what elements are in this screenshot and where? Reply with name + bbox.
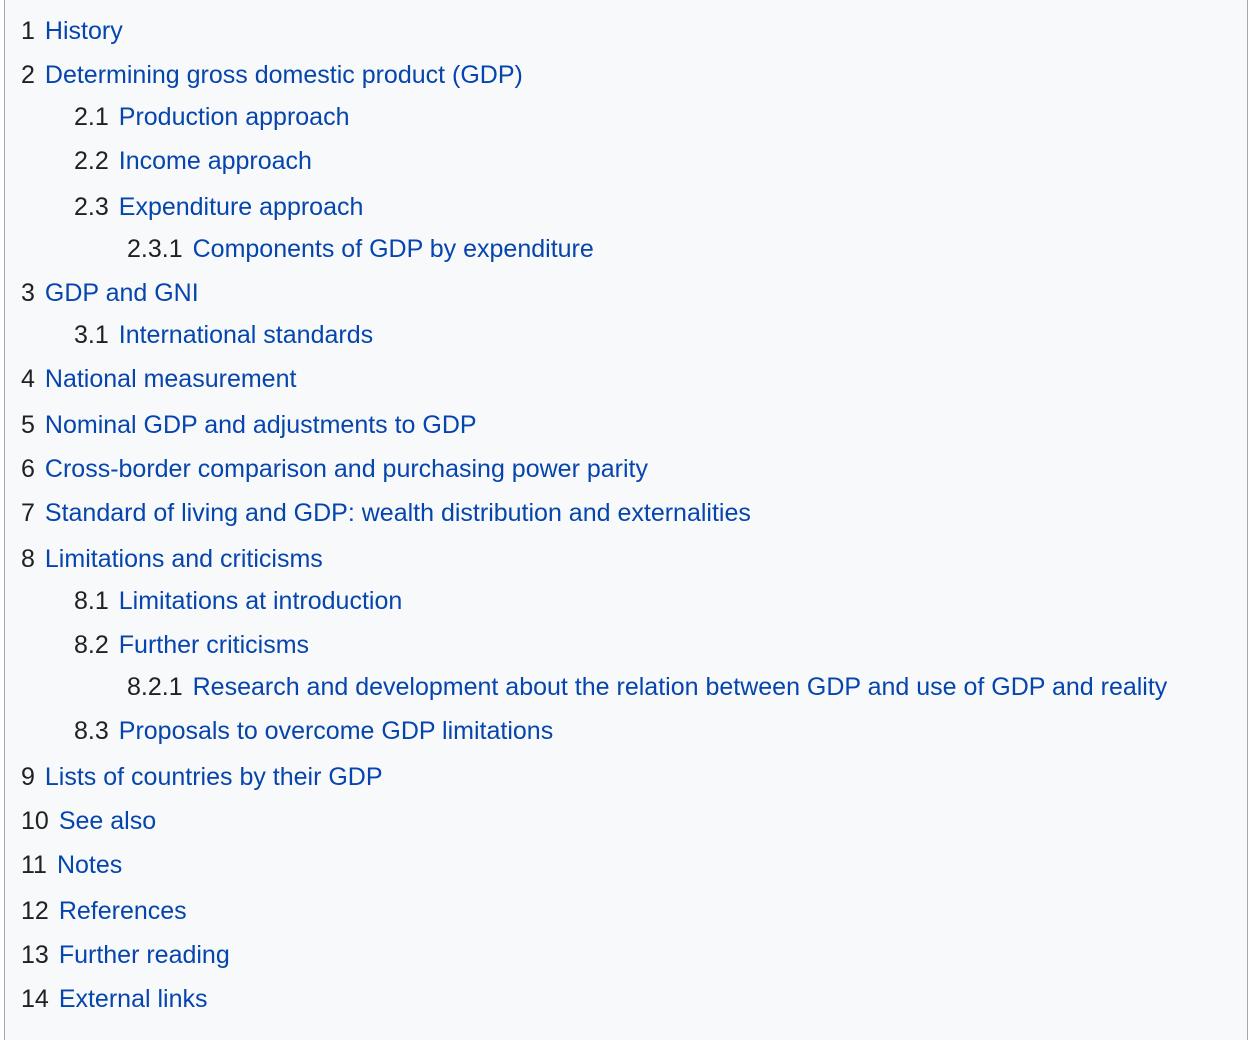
toc-number: 13	[21, 941, 49, 969]
toc-item-determining-gdp[interactable]: 2 Determining gross domestic product (GDP…	[21, 60, 523, 90]
toc-number: 8.1	[74, 587, 109, 615]
toc-number: 11	[21, 851, 47, 879]
toc-item-notes[interactable]: 11 Notes	[21, 850, 122, 880]
toc-link[interactable]: Determining gross domestic product (GDP)	[44, 61, 523, 89]
toc-link[interactable]: Nominal GDP and adjustments to GDP	[44, 411, 477, 439]
toc-link[interactable]: Lists of countries by their GDP	[44, 763, 383, 791]
toc-link[interactable]: Research and development about the relat…	[192, 673, 1168, 701]
toc-item-international-standards[interactable]: 3.1 International standards	[74, 320, 373, 350]
toc-link[interactable]: Limitations and criticisms	[44, 545, 323, 573]
toc-item-limitations-at-introduction[interactable]: 8.1 Limitations at introduction	[74, 586, 402, 616]
toc-number: 2.3	[74, 193, 109, 221]
toc-link[interactable]: Limitations at introduction	[118, 587, 403, 615]
toc-item-production-approach[interactable]: 2.1 Production approach	[74, 102, 349, 132]
toc-link[interactable]: See also	[58, 807, 157, 835]
toc-link[interactable]: Standard of living and GDP: wealth distr…	[44, 499, 751, 527]
toc-link[interactable]: Proposals to overcome GDP limitations	[118, 717, 554, 745]
toc-link[interactable]: Further reading	[58, 941, 230, 969]
toc-number: 2.1	[74, 103, 109, 131]
toc-item-references[interactable]: 12 References	[21, 896, 187, 926]
toc-number: 2.3.1	[127, 235, 183, 263]
toc-number: 7	[21, 499, 35, 527]
toc-link[interactable]: Further criticisms	[118, 631, 310, 659]
toc-item-further-criticisms[interactable]: 8.2 Further criticisms	[74, 630, 309, 660]
toc-item-nominal-gdp[interactable]: 5 Nominal GDP and adjustments to GDP	[21, 410, 477, 440]
toc-number: 2.2	[74, 147, 109, 175]
toc-number: 8	[21, 545, 35, 573]
toc-number: 8.2	[74, 631, 109, 659]
toc-item-expenditure-approach[interactable]: 2.3 Expenditure approach	[74, 192, 363, 222]
toc-link[interactable]: Production approach	[118, 103, 350, 131]
toc-link[interactable]: Notes	[56, 851, 123, 879]
toc-link[interactable]: Cross-border comparison and purchasing p…	[44, 455, 648, 483]
toc-number: 3	[21, 279, 35, 307]
toc-number: 4	[21, 365, 35, 393]
toc-number: 2	[21, 61, 35, 89]
toc-item-components-of-gdp[interactable]: 2.3.1 Components of GDP by expenditure	[127, 234, 594, 264]
toc-link[interactable]: History	[44, 17, 123, 45]
toc-link[interactable]: References	[58, 897, 187, 925]
toc-item-proposals[interactable]: 8.3 Proposals to overcome GDP limitations	[74, 716, 553, 746]
toc-link[interactable]: Income approach	[118, 147, 312, 175]
toc-item-external-links[interactable]: 14 External links	[21, 984, 207, 1014]
toc-link[interactable]: International standards	[118, 321, 374, 349]
toc-item-standard-of-living[interactable]: 7 Standard of living and GDP: wealth dist…	[21, 498, 751, 528]
toc-link[interactable]: National measurement	[44, 365, 297, 393]
toc-item-lists-of-countries[interactable]: 9 Lists of countries by their GDP	[21, 762, 383, 792]
toc-link[interactable]: Expenditure approach	[118, 193, 364, 221]
toc-link[interactable]: Components of GDP by expenditure	[192, 235, 594, 263]
toc-number: 3.1	[74, 321, 109, 349]
toc-item-history[interactable]: 1 History	[21, 16, 123, 46]
table-of-contents: 1 History 2 Determining gross domestic pro…	[4, 0, 1248, 1040]
toc-number: 12	[21, 897, 49, 925]
toc-item-limitations-and-criticisms[interactable]: 8 Limitations and criticisms	[21, 544, 323, 574]
toc-number: 6	[21, 455, 35, 483]
toc-number: 8.2.1	[127, 673, 183, 701]
toc-number: 5	[21, 411, 35, 439]
toc-link[interactable]: External links	[58, 985, 208, 1013]
toc-number: 10	[21, 807, 49, 835]
toc-item-national-measurement[interactable]: 4 National measurement	[21, 364, 296, 394]
toc-number: 9	[21, 763, 35, 791]
toc-item-cross-border-comparison[interactable]: 6 Cross-border comparison and purchasing …	[21, 454, 648, 484]
toc-number: 1	[21, 17, 35, 45]
toc-item-further-reading[interactable]: 13 Further reading	[21, 940, 230, 970]
toc-item-gdp-and-gni[interactable]: 3 GDP and GNI	[21, 278, 199, 308]
toc-item-see-also[interactable]: 10 See also	[21, 806, 156, 836]
toc-number: 8.3	[74, 717, 109, 745]
toc-item-income-approach[interactable]: 2.2 Income approach	[74, 146, 312, 176]
toc-number: 14	[21, 985, 49, 1013]
toc-link[interactable]: GDP and GNI	[44, 279, 199, 307]
toc-item-research-and-development[interactable]: 8.2.1 Research and development about the …	[127, 672, 1167, 702]
